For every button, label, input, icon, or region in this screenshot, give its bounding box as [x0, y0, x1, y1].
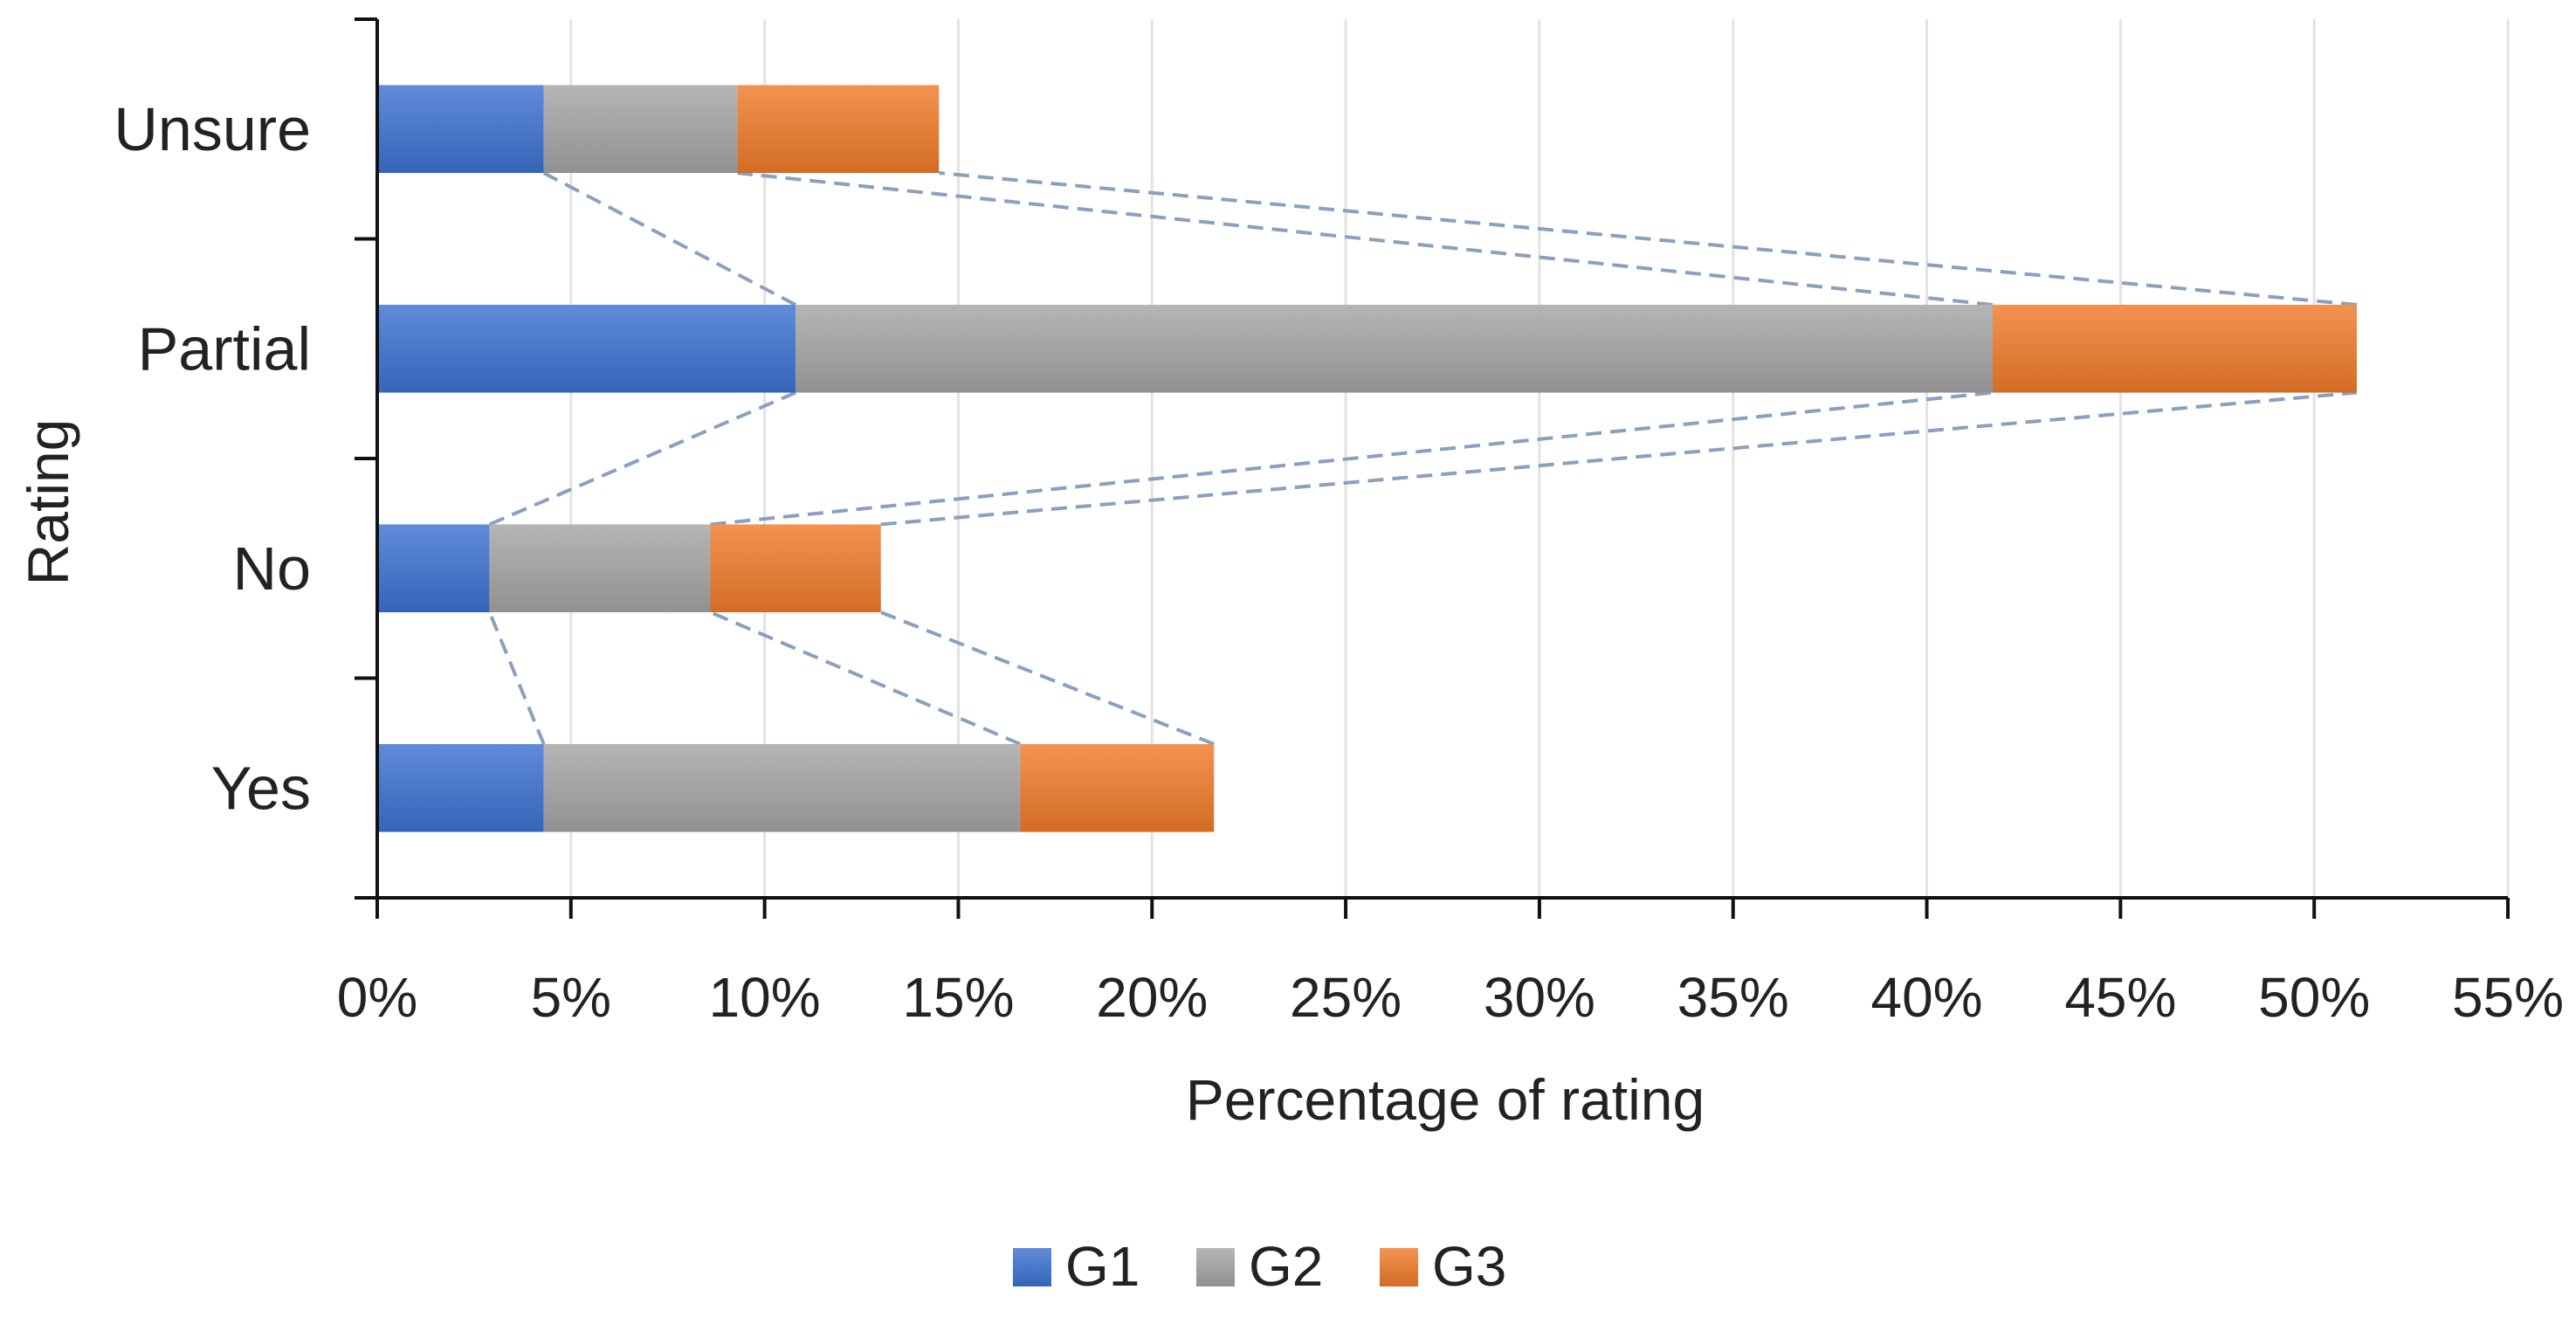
labels: 0% 5% 10% 15% 20% 25% 30% 35% 40% 45% 50% 55% Yes No P… [114, 95, 2564, 1029]
series-line-g3 [880, 390, 2358, 527]
x-tick-label: 5% [531, 966, 612, 1029]
bar-g3-yes [1020, 743, 1215, 832]
legend-swatch-g1 [1013, 1248, 1051, 1286]
x-tick-label: 55% [2452, 966, 2564, 1029]
x-tick-label: 15% [902, 966, 1014, 1029]
bar-g1-yes [377, 743, 544, 832]
series-line-g1 [542, 171, 797, 307]
x-tick-label: 40% [1870, 966, 1982, 1029]
legend-label-g1: G1 [1065, 1235, 1140, 1298]
bar-g3-no [710, 524, 881, 613]
bar-g1-partial [377, 304, 796, 393]
bar-g1-unsure [377, 85, 544, 174]
bar-g2-yes [543, 743, 1021, 832]
x-tick-label: 50% [2258, 966, 2370, 1029]
bar-g2-no [489, 524, 711, 613]
legend: G1 G2 G3 [1013, 1235, 1506, 1298]
category-label-no: No [233, 534, 311, 603]
bar-g1-no [377, 524, 490, 613]
bar-g2-partial [796, 304, 1993, 393]
legend-label-g3: G3 [1432, 1235, 1506, 1298]
bar-g3-unsure [737, 85, 940, 174]
series-line-g3 [879, 610, 1215, 746]
x-tick-label: 10% [709, 966, 821, 1029]
legend-swatch-g3 [1380, 1248, 1418, 1286]
series-line-g2 [737, 171, 1994, 307]
x-tick-label: 35% [1677, 966, 1789, 1029]
category-label-yes: Yes [211, 754, 311, 822]
x-tick-label: 0% [337, 966, 418, 1029]
series-line-g3 [939, 171, 2358, 307]
bar-g3-partial [1992, 304, 2357, 393]
bar-g2-unsure [543, 85, 738, 174]
x-axis-title: Percentage of rating [1186, 1067, 1705, 1132]
bars [377, 85, 2357, 832]
x-tick-label: 20% [1096, 966, 1208, 1029]
x-tick-label: 30% [1484, 966, 1595, 1029]
category-label-partial: Partial [138, 314, 311, 383]
series-lines [487, 171, 2358, 746]
legend-swatch-g2 [1196, 1248, 1235, 1286]
series-line-g1 [487, 611, 546, 745]
series-line-g2 [709, 610, 1022, 746]
axes [355, 17, 2510, 919]
series-line-g1 [488, 390, 796, 527]
y-axis-title: Rating [16, 419, 80, 586]
category-label-unsure: Unsure [114, 95, 311, 163]
legend-label-g2: G2 [1249, 1235, 1323, 1298]
series-line-g2 [710, 390, 1994, 527]
x-tick-label: 45% [2064, 966, 2176, 1029]
x-tick-label: 25% [1290, 966, 1402, 1029]
